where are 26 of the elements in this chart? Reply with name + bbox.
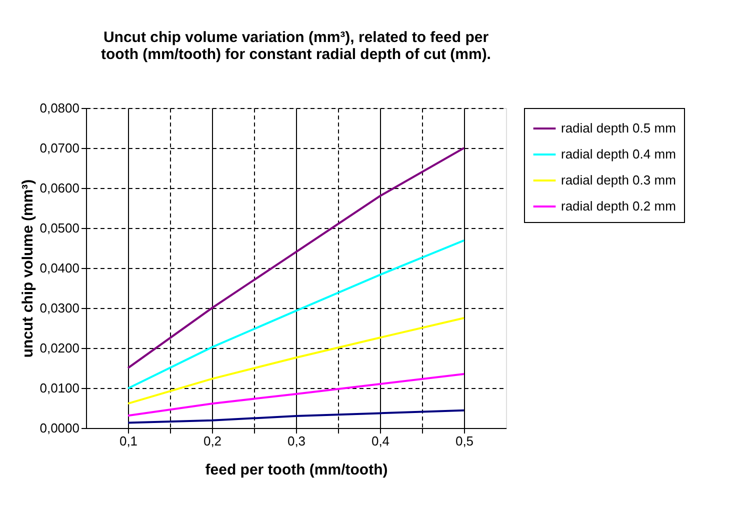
- legend-label: radial depth 0.4 mm: [561, 146, 676, 162]
- y-tick-label: 0,0100: [40, 380, 80, 396]
- line-series: [127, 239, 465, 390]
- line-series: [127, 373, 465, 417]
- legend-label: radial depth 0.2 mm: [561, 198, 676, 214]
- x-tick-label: 0,2: [203, 434, 222, 448]
- y-tick-label: 0,0300: [40, 300, 80, 316]
- x-tick-label: 0,4: [371, 434, 390, 448]
- x-axis-title: feed per tooth (mm/tooth): [205, 462, 388, 478]
- y-tick-label: 0,0500: [40, 220, 80, 236]
- y-tick-label: 0,0700: [40, 140, 80, 156]
- legend-label: radial depth 0.3 mm: [561, 172, 676, 188]
- y-tick-label: 0,0800: [40, 100, 80, 116]
- x-tick-label: 0,5: [455, 434, 474, 448]
- x-tick-label: 0,3: [287, 434, 306, 448]
- x-tick-label: 0,1: [119, 434, 138, 448]
- y-tick-label: 0,0400: [40, 260, 80, 276]
- y-tick-label: 0,0200: [40, 340, 80, 356]
- line-series: [127, 147, 465, 369]
- line-series: [127, 409, 465, 424]
- y-tick-label: 0,0600: [40, 180, 80, 196]
- legend-label: radial depth 0.5 mm: [561, 120, 676, 136]
- chart-title: Uncut chip volume variation (mm³), related to feed per tooth (mm/tooth) for constant radial depth of cut (mm).: [101, 29, 491, 63]
- line-series: [127, 317, 465, 405]
- y-axis-title: uncut chip volume (mm³): [20, 179, 37, 358]
- y-tick-label: 0,0000: [40, 420, 80, 436]
